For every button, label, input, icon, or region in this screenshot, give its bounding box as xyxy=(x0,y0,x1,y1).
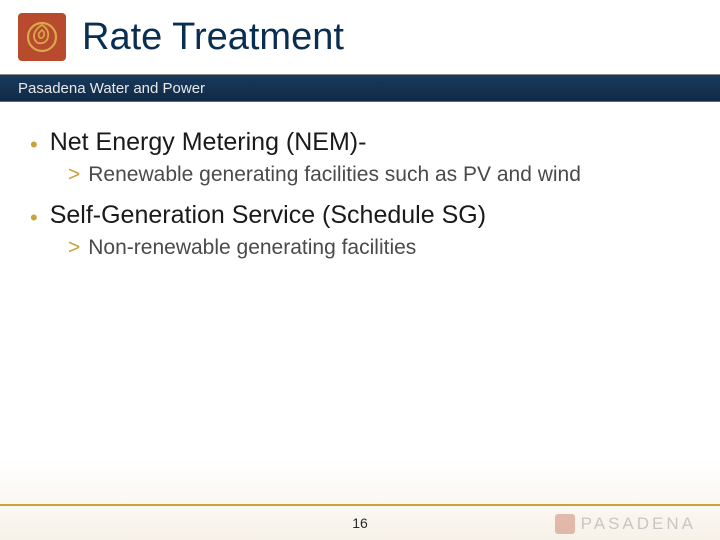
footer-rose-icon xyxy=(555,514,575,534)
footer-brand-text: PASADENA xyxy=(581,514,696,534)
sub-bullet-text: Non-renewable generating facilities xyxy=(88,236,416,260)
sub-bullet-text: Renewable generating facilities such as … xyxy=(88,163,581,187)
bullet-text: Net Energy Metering (NEM)- xyxy=(50,128,367,157)
bullet-marker: • xyxy=(30,207,38,229)
subtitle-bar: Pasadena Water and Power xyxy=(0,74,720,102)
page-number: 16 xyxy=(352,515,368,531)
bullet-text: Self-Generation Service (Schedule SG) xyxy=(50,201,486,230)
slide-body: • Net Energy Metering (NEM)- > Renewable… xyxy=(0,102,720,260)
slide-header: Rate Treatment xyxy=(0,0,720,74)
slide-footer: 16 PASADENA xyxy=(0,504,720,540)
bullet-item: • Self-Generation Service (Schedule SG) xyxy=(30,201,690,230)
sub-bullet-marker: > xyxy=(68,236,80,260)
sub-bullet-item: > Non-renewable generating facilities xyxy=(68,236,690,260)
rose-logo xyxy=(18,13,66,61)
sub-bullet-marker: > xyxy=(68,163,80,187)
sub-bullet-item: > Renewable generating facilities such a… xyxy=(68,163,690,187)
footer-brand: PASADENA xyxy=(555,514,696,534)
subtitle-text: Pasadena Water and Power xyxy=(18,80,205,97)
slide-title: Rate Treatment xyxy=(82,16,344,59)
bullet-marker: • xyxy=(30,134,38,156)
bullet-item: • Net Energy Metering (NEM)- xyxy=(30,128,690,157)
